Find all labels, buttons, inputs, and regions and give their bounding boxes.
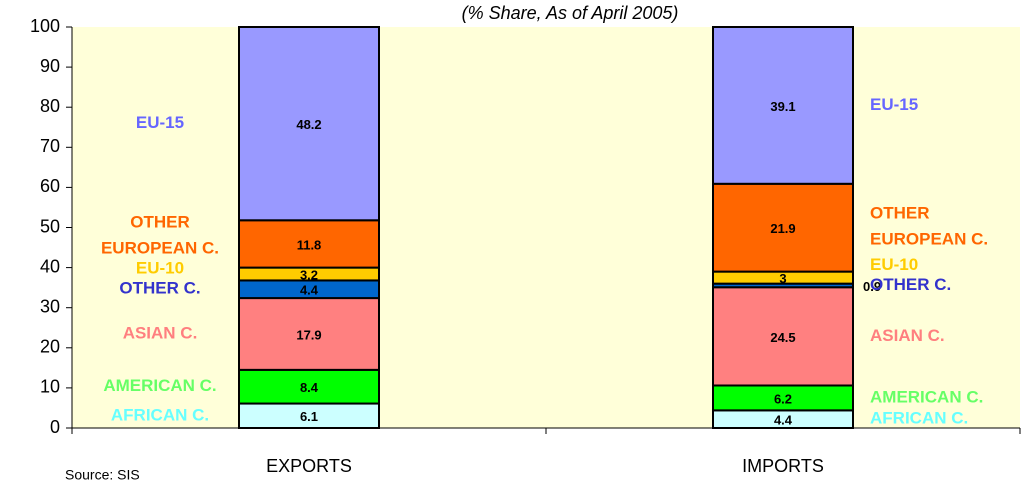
x-tick-label: EXPORTS: [266, 456, 352, 476]
series-label: AMERICAN C.: [103, 376, 216, 395]
series-label: ASIAN C.: [870, 326, 945, 345]
y-tick-label: 60: [40, 176, 60, 196]
series-label: AMERICAN C.: [870, 387, 983, 406]
value-label: 6.2: [774, 391, 792, 406]
series-label: ASIAN C.: [123, 323, 198, 342]
y-tick-label: 20: [40, 337, 60, 357]
value-label: 3.2: [300, 267, 318, 282]
series-label: AFRICAN C.: [870, 409, 968, 428]
series-label: EU-15: [136, 113, 184, 132]
value-label: 21.9: [770, 221, 795, 236]
y-tick-label: 70: [40, 136, 60, 156]
bar-segment: [238, 26, 380, 222]
y-tick-label: 50: [40, 216, 60, 236]
bar-segment: [712, 286, 854, 387]
series-label: EU-15: [870, 95, 918, 114]
y-tick-label: 30: [40, 296, 60, 316]
value-label: 24.5: [770, 330, 795, 345]
bar-segment: [712, 26, 854, 185]
series-label: EU-10: [136, 259, 184, 278]
value-label: 11.8: [297, 237, 322, 252]
bar-segment: [238, 402, 380, 430]
value-label: 4.4: [774, 413, 793, 428]
series-label: OTHER EUROPEAN C.: [870, 204, 988, 249]
source-note: Source: SIS: [65, 467, 140, 483]
y-tick-label: 90: [40, 56, 60, 76]
bar-segment: [712, 384, 854, 412]
value-label: 4.4: [300, 283, 319, 298]
x-tick-label: IMPORTS: [742, 456, 824, 476]
series-label: EU-10: [870, 255, 918, 274]
series-label: OTHER C.: [119, 279, 200, 298]
value-label: 0.9: [863, 279, 881, 294]
series-label: OTHER EUROPEAN C.: [101, 213, 219, 258]
y-tick-label: 100: [30, 16, 60, 36]
y-tick-label: 10: [40, 377, 60, 397]
value-label: 17.9: [296, 327, 321, 342]
value-label: 3: [779, 271, 786, 286]
series-label: AFRICAN C.: [111, 405, 209, 424]
y-tick-label: 40: [40, 256, 60, 276]
bar-segment: [238, 297, 380, 371]
y-tick-label: 80: [40, 96, 60, 116]
plot-background: [72, 27, 1020, 428]
series-label: OTHER C.: [870, 275, 951, 294]
bar-segment: [712, 182, 854, 273]
value-label: 6.1: [300, 409, 318, 424]
y-tick-label: 0: [50, 417, 60, 437]
chart-title: (% Share, As of April 2005): [462, 3, 679, 23]
value-label: 8.4: [300, 380, 319, 395]
value-label: 39.1: [770, 99, 795, 114]
value-label: 48.2: [296, 117, 321, 132]
